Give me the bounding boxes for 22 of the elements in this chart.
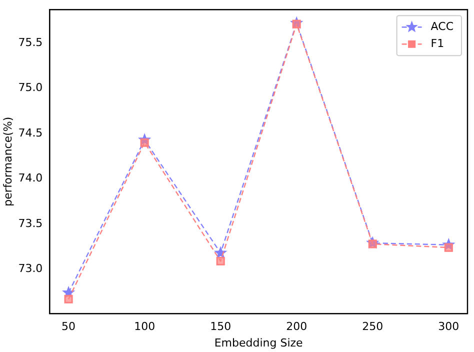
point <box>216 256 225 266</box>
point <box>64 294 73 304</box>
x-tick-label: 150 <box>210 320 232 334</box>
y-tick-label: 73.5 <box>18 216 43 230</box>
y-tick-label: 74.5 <box>18 126 43 140</box>
x-tick-label: 50 <box>62 320 76 334</box>
point <box>290 17 302 28</box>
y-tick-label: 74.0 <box>18 172 43 185</box>
x-tick-label: 100 <box>134 320 156 334</box>
y-tick-label: 73.0 <box>18 262 43 276</box>
point <box>62 286 74 298</box>
y-tick-label: 75.5 <box>18 36 43 49</box>
x-axis-title: Embedding Size <box>214 336 304 350</box>
x-tick-label: 300 <box>438 320 460 334</box>
legend-label: ACC <box>430 20 454 33</box>
point <box>138 134 150 145</box>
x-tick-label: 250 <box>362 320 384 334</box>
y-tick-label: 75.0 <box>18 81 43 94</box>
x-tick-label: 200 <box>286 320 308 334</box>
legend-label: F1 <box>430 36 444 50</box>
y-axis-title: performance(%) <box>1 116 14 206</box>
point <box>442 238 454 250</box>
